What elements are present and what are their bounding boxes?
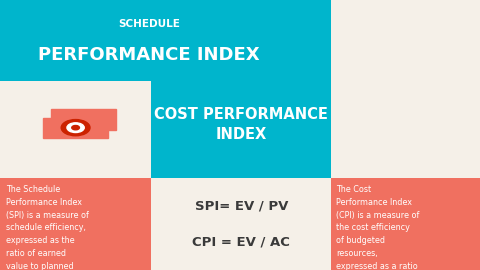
- Text: PERFORMANCE INDEX: PERFORMANCE INDEX: [38, 46, 260, 64]
- FancyBboxPatch shape: [151, 81, 331, 178]
- FancyBboxPatch shape: [0, 81, 151, 178]
- FancyBboxPatch shape: [151, 178, 331, 270]
- Polygon shape: [43, 117, 108, 138]
- Text: SPI= EV / PV: SPI= EV / PV: [194, 199, 288, 212]
- Text: The Cost
Performance Index
(CPI) is a measure of
the cost efficiency
of budgeted: The Cost Performance Index (CPI) is a me…: [336, 185, 420, 270]
- Text: CPI = EV / AC: CPI = EV / AC: [192, 236, 290, 249]
- Circle shape: [61, 120, 90, 136]
- Text: SCHEDULE: SCHEDULE: [118, 19, 180, 29]
- Circle shape: [72, 126, 79, 130]
- FancyBboxPatch shape: [0, 178, 151, 270]
- Text: COST PERFORMANCE
INDEX: COST PERFORMANCE INDEX: [154, 107, 328, 142]
- Circle shape: [67, 123, 84, 133]
- FancyBboxPatch shape: [331, 81, 480, 178]
- Text: The Schedule
Performance Index
(SPI) is a measure of
schedule efficiency,
expres: The Schedule Performance Index (SPI) is …: [6, 185, 89, 270]
- Polygon shape: [51, 109, 116, 130]
- FancyBboxPatch shape: [331, 178, 480, 270]
- FancyBboxPatch shape: [331, 0, 480, 81]
- FancyBboxPatch shape: [0, 0, 480, 81]
